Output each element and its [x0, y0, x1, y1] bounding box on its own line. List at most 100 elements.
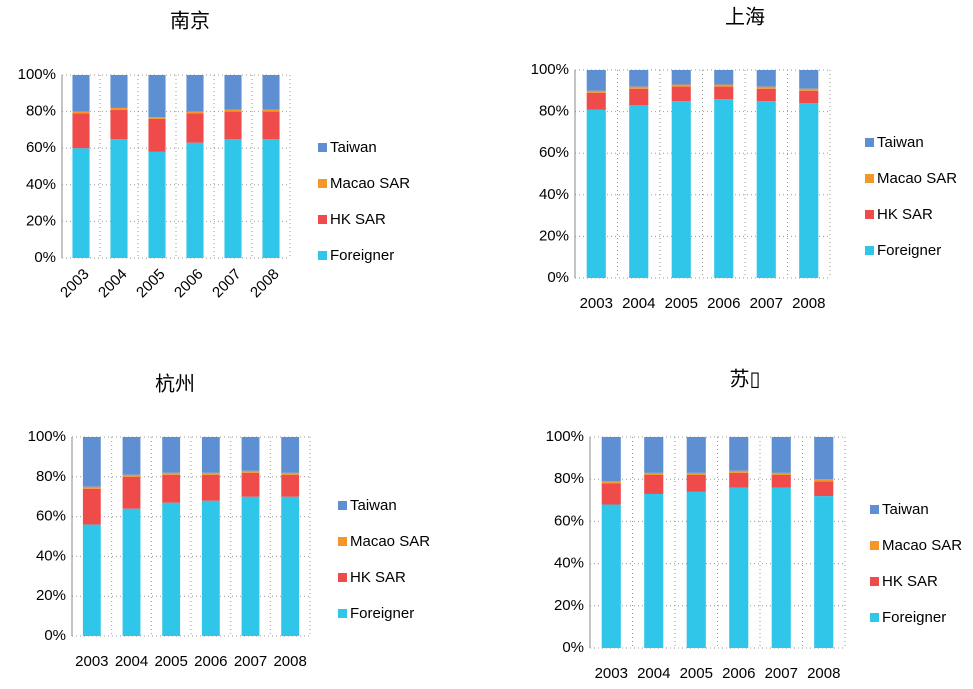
y-tick-label: 60% — [26, 139, 56, 156]
bar-segment — [162, 502, 181, 636]
bar-segment — [601, 483, 621, 505]
bar-segment — [771, 437, 791, 473]
bar-segment — [629, 105, 649, 278]
bar-segment — [122, 508, 141, 636]
bar-segment — [814, 481, 834, 497]
bar-segment — [671, 84, 691, 87]
y-tick-label: 60% — [554, 512, 584, 529]
bar-segment — [586, 92, 606, 110]
legend-swatch — [870, 613, 879, 622]
bar-segment — [201, 500, 220, 636]
bar-segment — [799, 90, 819, 104]
legend-swatch — [318, 143, 327, 152]
bar-segment — [162, 437, 181, 473]
bar-segment — [82, 524, 101, 636]
bar-segment — [601, 437, 621, 482]
x-tick-label: 2007 — [765, 665, 798, 682]
x-tick-label: 2007 — [234, 653, 267, 670]
x-tick-label: 2005 — [665, 295, 698, 312]
bar-segment — [281, 437, 300, 473]
chart-title: 南京 — [170, 9, 210, 33]
x-tick-label: 2006 — [707, 295, 740, 312]
legend-label: HK SAR — [350, 569, 406, 586]
y-tick-label: 100% — [18, 66, 56, 83]
legend-label: Foreigner — [350, 605, 414, 622]
x-tick-label: 2007 — [750, 295, 783, 312]
y-tick-label: 0% — [44, 627, 66, 644]
x-tick-label: 2008 — [273, 653, 306, 670]
bar-segment — [72, 75, 90, 112]
y-tick-label: 0% — [562, 639, 584, 656]
bar-segment — [756, 86, 776, 89]
legend-swatch — [870, 505, 879, 514]
bar-segment — [186, 113, 204, 143]
bar-segment — [686, 474, 706, 492]
bar-segment — [644, 474, 664, 494]
x-tick-label: 2004 — [95, 266, 131, 302]
y-tick-label: 80% — [36, 468, 66, 485]
bar-segment — [162, 474, 181, 503]
legend-swatch — [870, 541, 879, 550]
legend-label: Macao SAR — [882, 537, 962, 554]
legend-swatch — [318, 251, 327, 260]
legend-label: Taiwan — [350, 497, 397, 514]
y-tick-label: 40% — [36, 547, 66, 564]
bar-segment — [241, 470, 260, 473]
bar-segment — [72, 113, 90, 149]
bar-segment — [110, 109, 128, 140]
legend-label: Taiwan — [330, 139, 377, 156]
bar-segment — [122, 437, 141, 475]
bar-segment — [110, 139, 128, 258]
bar-segment — [201, 437, 220, 473]
bar-segment — [586, 70, 606, 91]
chart-title: 杭州 — [155, 372, 195, 396]
bar-segment — [629, 88, 649, 106]
bar-segment — [771, 472, 791, 475]
bar-segment — [644, 493, 664, 648]
bar-segment — [281, 474, 300, 497]
y-tick-label: 40% — [539, 186, 569, 203]
legend-label: Macao SAR — [877, 170, 957, 187]
bar-segment — [224, 111, 242, 140]
bar-segment — [714, 70, 734, 85]
bar-segment — [262, 139, 280, 258]
x-tick-label: 2003 — [595, 665, 628, 682]
x-tick-label: 2007 — [209, 266, 245, 302]
bar-segment — [756, 70, 776, 87]
y-tick-label: 20% — [36, 587, 66, 604]
bar-segment — [601, 481, 621, 484]
bar-segment — [186, 75, 204, 112]
bar-segment — [799, 103, 819, 278]
legend-swatch — [865, 246, 874, 255]
x-tick-label: 2006 — [171, 266, 207, 302]
bar-segment — [729, 437, 749, 471]
bar-segment — [162, 472, 181, 475]
x-tick-label: 2006 — [194, 653, 227, 670]
legend-swatch — [870, 577, 879, 586]
y-tick-label: 40% — [26, 176, 56, 193]
bar-segment — [671, 70, 691, 85]
bar-segment — [714, 84, 734, 87]
bar-segment — [714, 99, 734, 279]
bar-segment — [729, 470, 749, 473]
bar-segment — [224, 139, 242, 258]
x-tick-label: 2004 — [115, 653, 148, 670]
legend-label: Macao SAR — [350, 533, 430, 550]
bar-segment — [756, 88, 776, 102]
y-tick-label: 100% — [28, 428, 66, 445]
bar-segment — [241, 496, 260, 636]
legend-swatch — [865, 138, 874, 147]
bar-segment — [814, 496, 834, 648]
y-tick-label: 100% — [546, 428, 584, 445]
legend-label: Taiwan — [882, 501, 929, 518]
bar-segment — [110, 107, 128, 110]
bar-segment — [771, 474, 791, 488]
bar-segment — [241, 472, 260, 497]
bar-segment — [586, 90, 606, 93]
bar-segment — [262, 109, 280, 112]
x-tick-label: 2008 — [792, 295, 825, 312]
y-tick-label: 0% — [34, 249, 56, 266]
x-tick-label: 2005 — [133, 266, 169, 302]
bar-segment — [814, 479, 834, 482]
bar-segment — [629, 86, 649, 89]
